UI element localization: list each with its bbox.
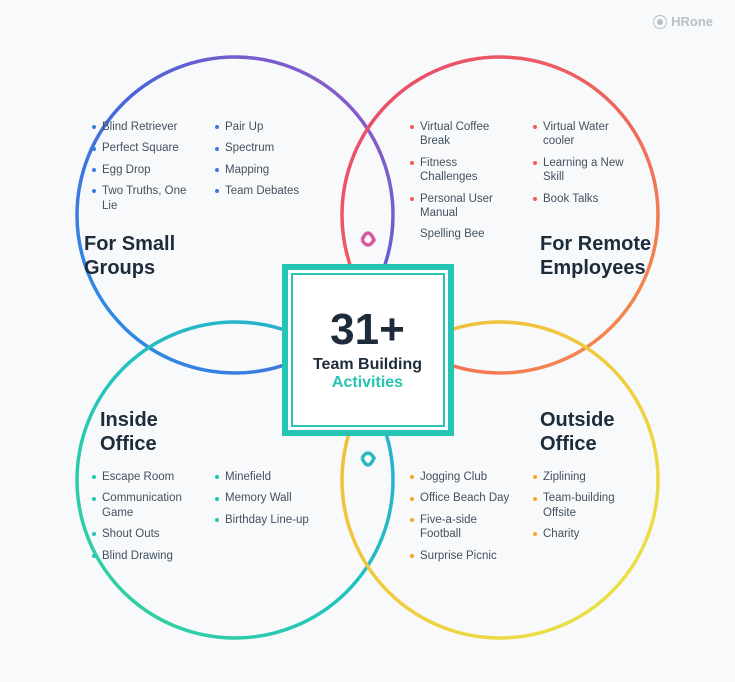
list-outside-office: Jogging Club Office Beach Day Five-a-side … <box>410 470 638 570</box>
list-item: Office Beach Day <box>410 491 515 505</box>
brand-text: HRone <box>671 14 713 29</box>
title-inside-office: InsideOffice <box>100 408 158 456</box>
logo-icon <box>653 15 667 29</box>
list-item: Shout Outs <box>92 527 197 541</box>
list-item: Surprise Picnic <box>410 549 515 563</box>
list-item: Communication Game <box>92 491 197 520</box>
list-column: Virtual Coffee Break Fitness Challenges Pe… <box>410 120 515 249</box>
list-column: Ziplining Team-building Offsite Charity <box>533 470 638 570</box>
diagram-stage: 31+ Team Building Activities For SmallGr… <box>40 40 695 660</box>
list-item: Ziplining <box>533 470 638 484</box>
brand-logo: HRone <box>653 14 713 29</box>
list-item: Team Debates <box>215 184 299 198</box>
list-inside-office: Escape Room Communication Game Shout Outs B… <box>92 470 309 570</box>
center-line3: Activities <box>332 374 403 392</box>
list-item: Two Truths, One Lie <box>92 184 197 213</box>
title-small-groups: For SmallGroups <box>84 232 175 280</box>
loop-top <box>362 233 374 245</box>
list-item: Book Talks <box>533 192 638 206</box>
list-column: Minefield Memory Wall Birthday Line-up <box>215 470 309 570</box>
list-column: Blind Retriever Perfect Square Egg Drop Two… <box>92 120 197 220</box>
list-item: Virtual Water cooler <box>533 120 638 149</box>
list-item: Team-building Offsite <box>533 491 638 520</box>
list-item: Charity <box>533 527 638 541</box>
center-number: 31+ <box>330 308 405 352</box>
list-item: Jogging Club <box>410 470 515 484</box>
loop-bottom <box>362 453 374 465</box>
center-inner: 31+ Team Building Activities <box>291 273 445 427</box>
list-item: Pair Up <box>215 120 299 134</box>
list-item: Blind Drawing <box>92 549 197 563</box>
list-item: Virtual Coffee Break <box>410 120 515 149</box>
list-column: Virtual Water cooler Learning a New Skill… <box>533 120 638 249</box>
list-item: Learning a New Skill <box>533 156 638 185</box>
list-item: Escape Room <box>92 470 197 484</box>
center-box: 31+ Team Building Activities <box>282 264 454 436</box>
list-item: Minefield <box>215 470 309 484</box>
list-column: Jogging Club Office Beach Day Five-a-side … <box>410 470 515 570</box>
list-item: Birthday Line-up <box>215 513 309 527</box>
list-small-groups: Blind Retriever Perfect Square Egg Drop Two… <box>92 120 299 220</box>
list-item: Spelling Bee <box>410 227 515 241</box>
list-item: Egg Drop <box>92 163 197 177</box>
list-item: Five-a-side Football <box>410 513 515 542</box>
title-outside-office: OutsideOffice <box>540 408 614 456</box>
center-line2: Team Building <box>313 356 422 374</box>
list-remote: Virtual Coffee Break Fitness Challenges Pe… <box>410 120 638 249</box>
list-item: Fitness Challenges <box>410 156 515 185</box>
list-item: Memory Wall <box>215 491 309 505</box>
list-column: Pair Up Spectrum Mapping Team Debates <box>215 120 299 220</box>
list-column: Escape Room Communication Game Shout Outs B… <box>92 470 197 570</box>
list-item: Blind Retriever <box>92 120 197 134</box>
list-item: Personal User Manual <box>410 192 515 221</box>
list-item: Spectrum <box>215 141 299 155</box>
list-item: Mapping <box>215 163 299 177</box>
list-item: Perfect Square <box>92 141 197 155</box>
